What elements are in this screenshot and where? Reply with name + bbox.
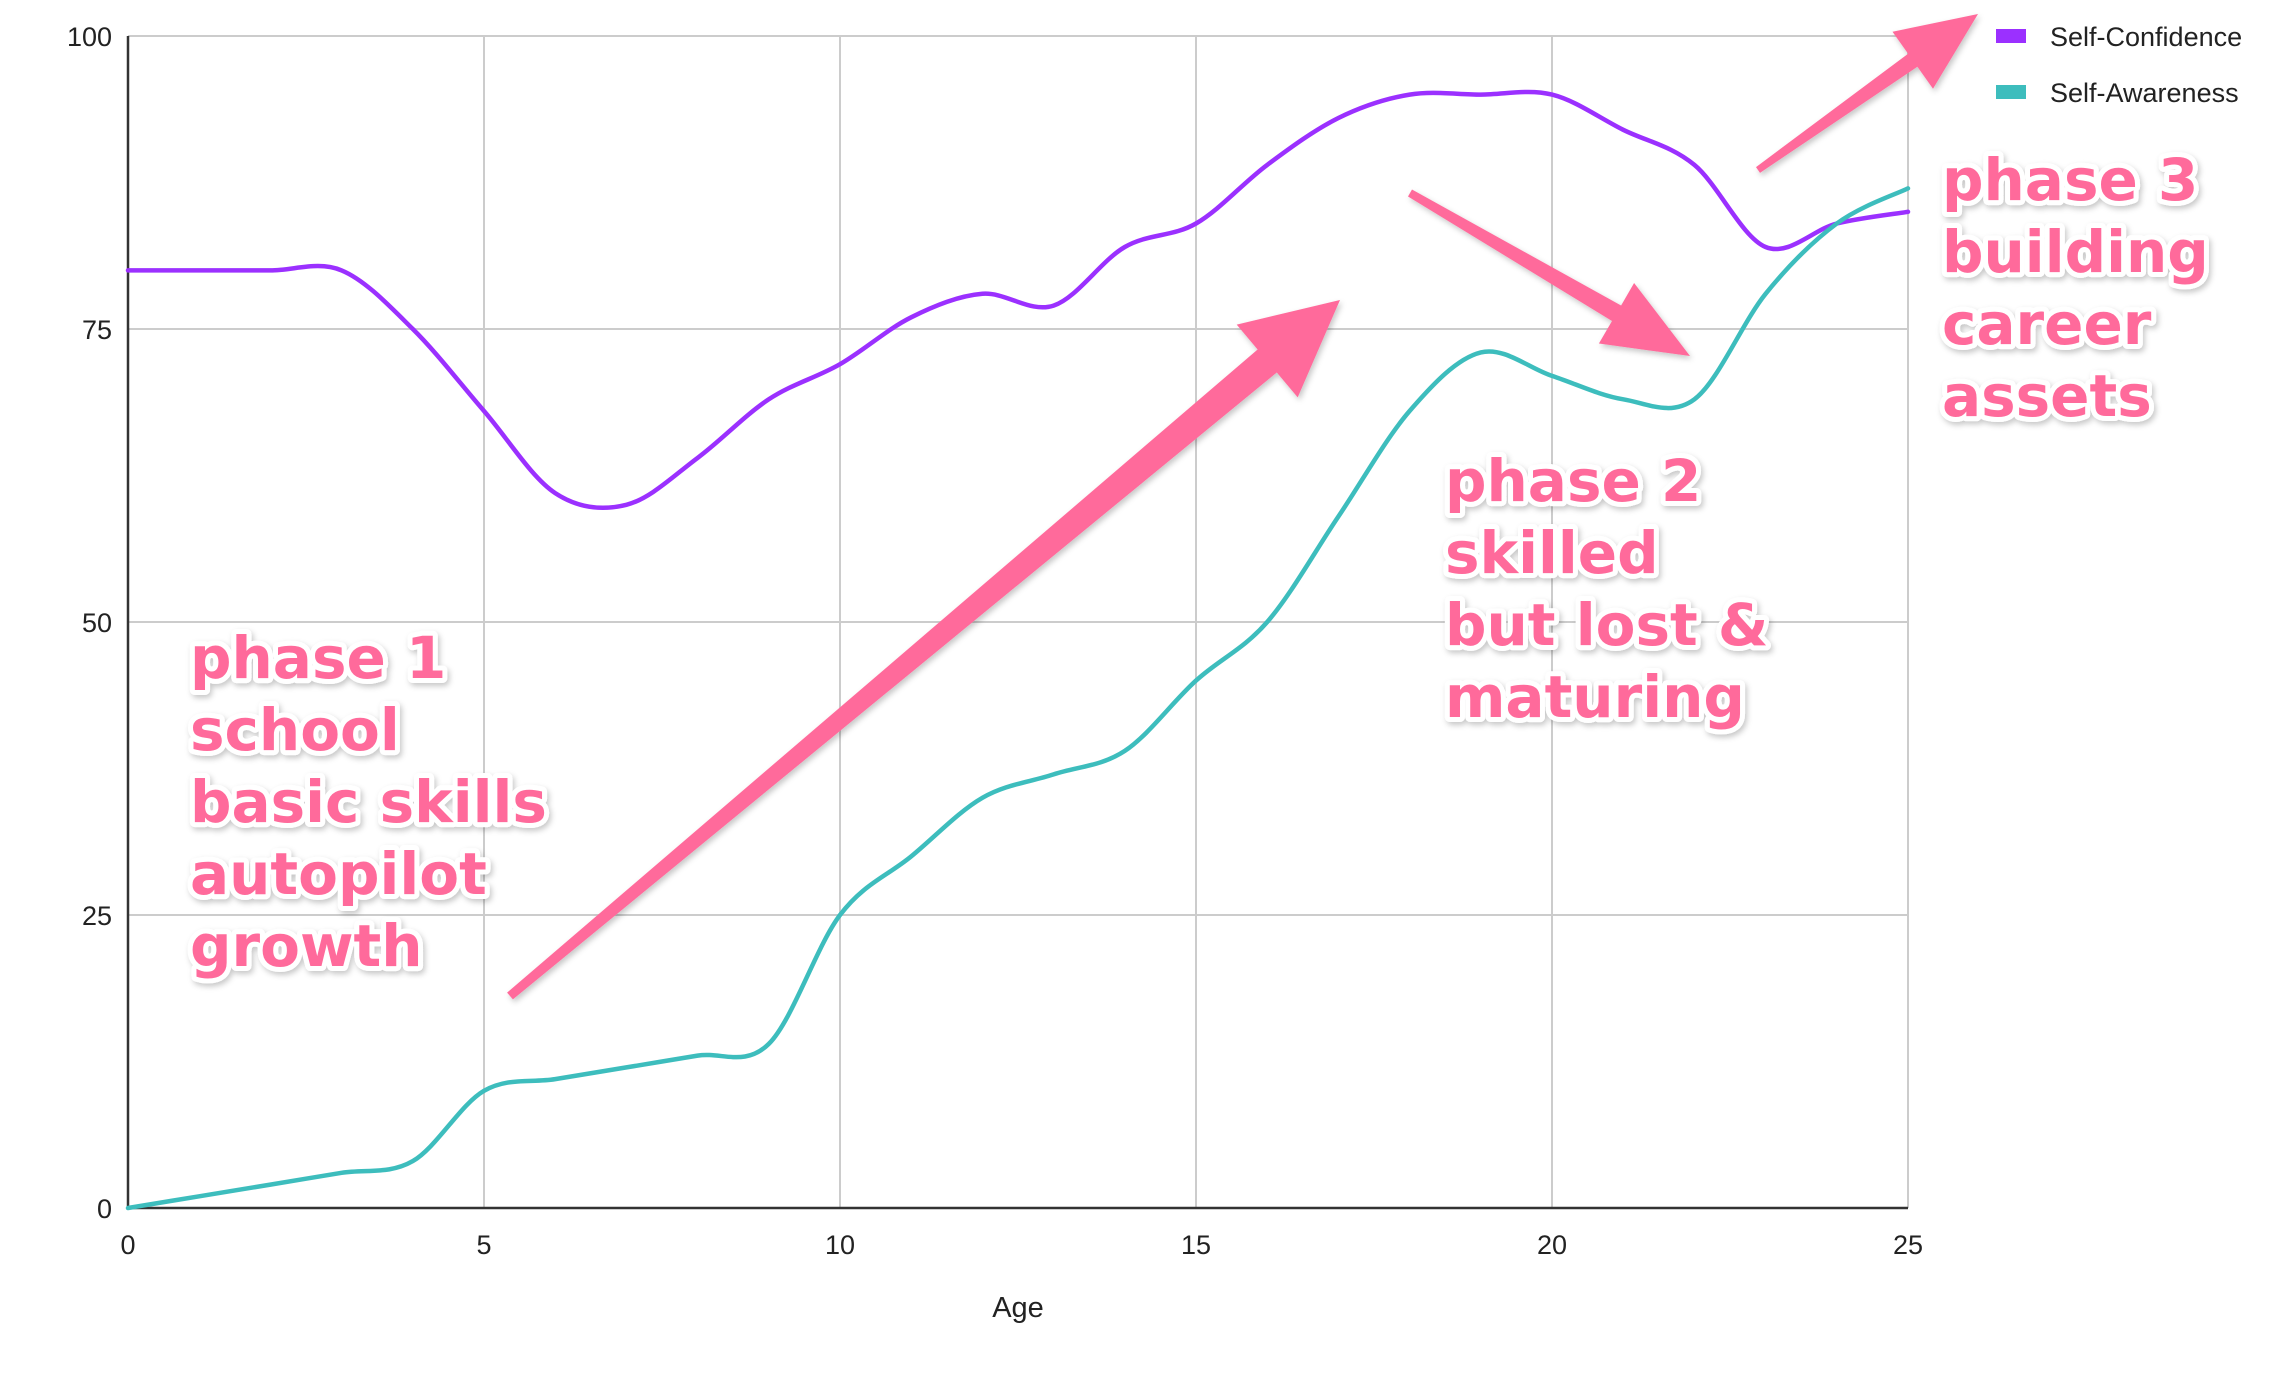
phase-annotation-line: building: [1942, 218, 2209, 286]
legend-label: Self-Confidence: [2050, 22, 2242, 52]
phase-annotation-line: phase 3: [1942, 146, 2198, 214]
x-tick-label: 5: [476, 1230, 491, 1260]
y-tick-label: 50: [82, 608, 112, 638]
phase-annotation-line: maturing: [1445, 663, 1745, 731]
y-tick-label: 25: [82, 901, 112, 931]
x-tick-label: 0: [120, 1230, 135, 1260]
x-tick-label: 15: [1181, 1230, 1211, 1260]
phase-annotation-line: career: [1942, 290, 2152, 358]
x-tick-label: 10: [825, 1230, 855, 1260]
y-tick-label: 100: [67, 22, 112, 52]
legend-label: Self-Awareness: [2050, 78, 2239, 108]
tick-labels: 0 5 10 15 20 25 0 25 50 75 100: [67, 22, 1923, 1260]
phase-annotation-line: skilled: [1445, 519, 1659, 587]
phase-annotation-line: but lost &: [1445, 591, 1768, 659]
x-axis-title: Age: [992, 1292, 1044, 1324]
phase-annotation-line: basic skills: [190, 768, 547, 836]
x-tick-label: 25: [1893, 1230, 1923, 1260]
gridlines: [128, 35, 1909, 1208]
axes: [126, 36, 1908, 1210]
series-line-self-confidence: [125, 89, 1911, 511]
legend: Self-Confidence Self-Awareness: [1996, 22, 2242, 108]
annotation-arrow: [507, 300, 1341, 1000]
y-tick-label: 75: [82, 315, 112, 345]
annotation-arrow: [1756, 14, 1978, 173]
series-line-self-awareness: [125, 186, 1911, 1211]
phase-annotation-line: assets: [1942, 362, 2152, 430]
legend-swatch: [1996, 29, 2026, 43]
annotation-arrows: [507, 14, 1978, 1000]
phase-annotation-line: autopilot: [190, 840, 487, 908]
annotation-arrow: [1408, 189, 1690, 356]
x-tick-label: 20: [1537, 1230, 1567, 1260]
y-tick-label: 0: [97, 1194, 112, 1224]
phase-annotation-line: school: [190, 696, 400, 764]
legend-swatch: [1996, 85, 2026, 99]
phase-annotation-line: growth: [190, 912, 423, 980]
phase-annotation-line: phase 2: [1445, 447, 1701, 515]
phase-annotation-line: phase 1: [190, 624, 446, 692]
series-lines: [125, 89, 1911, 1211]
